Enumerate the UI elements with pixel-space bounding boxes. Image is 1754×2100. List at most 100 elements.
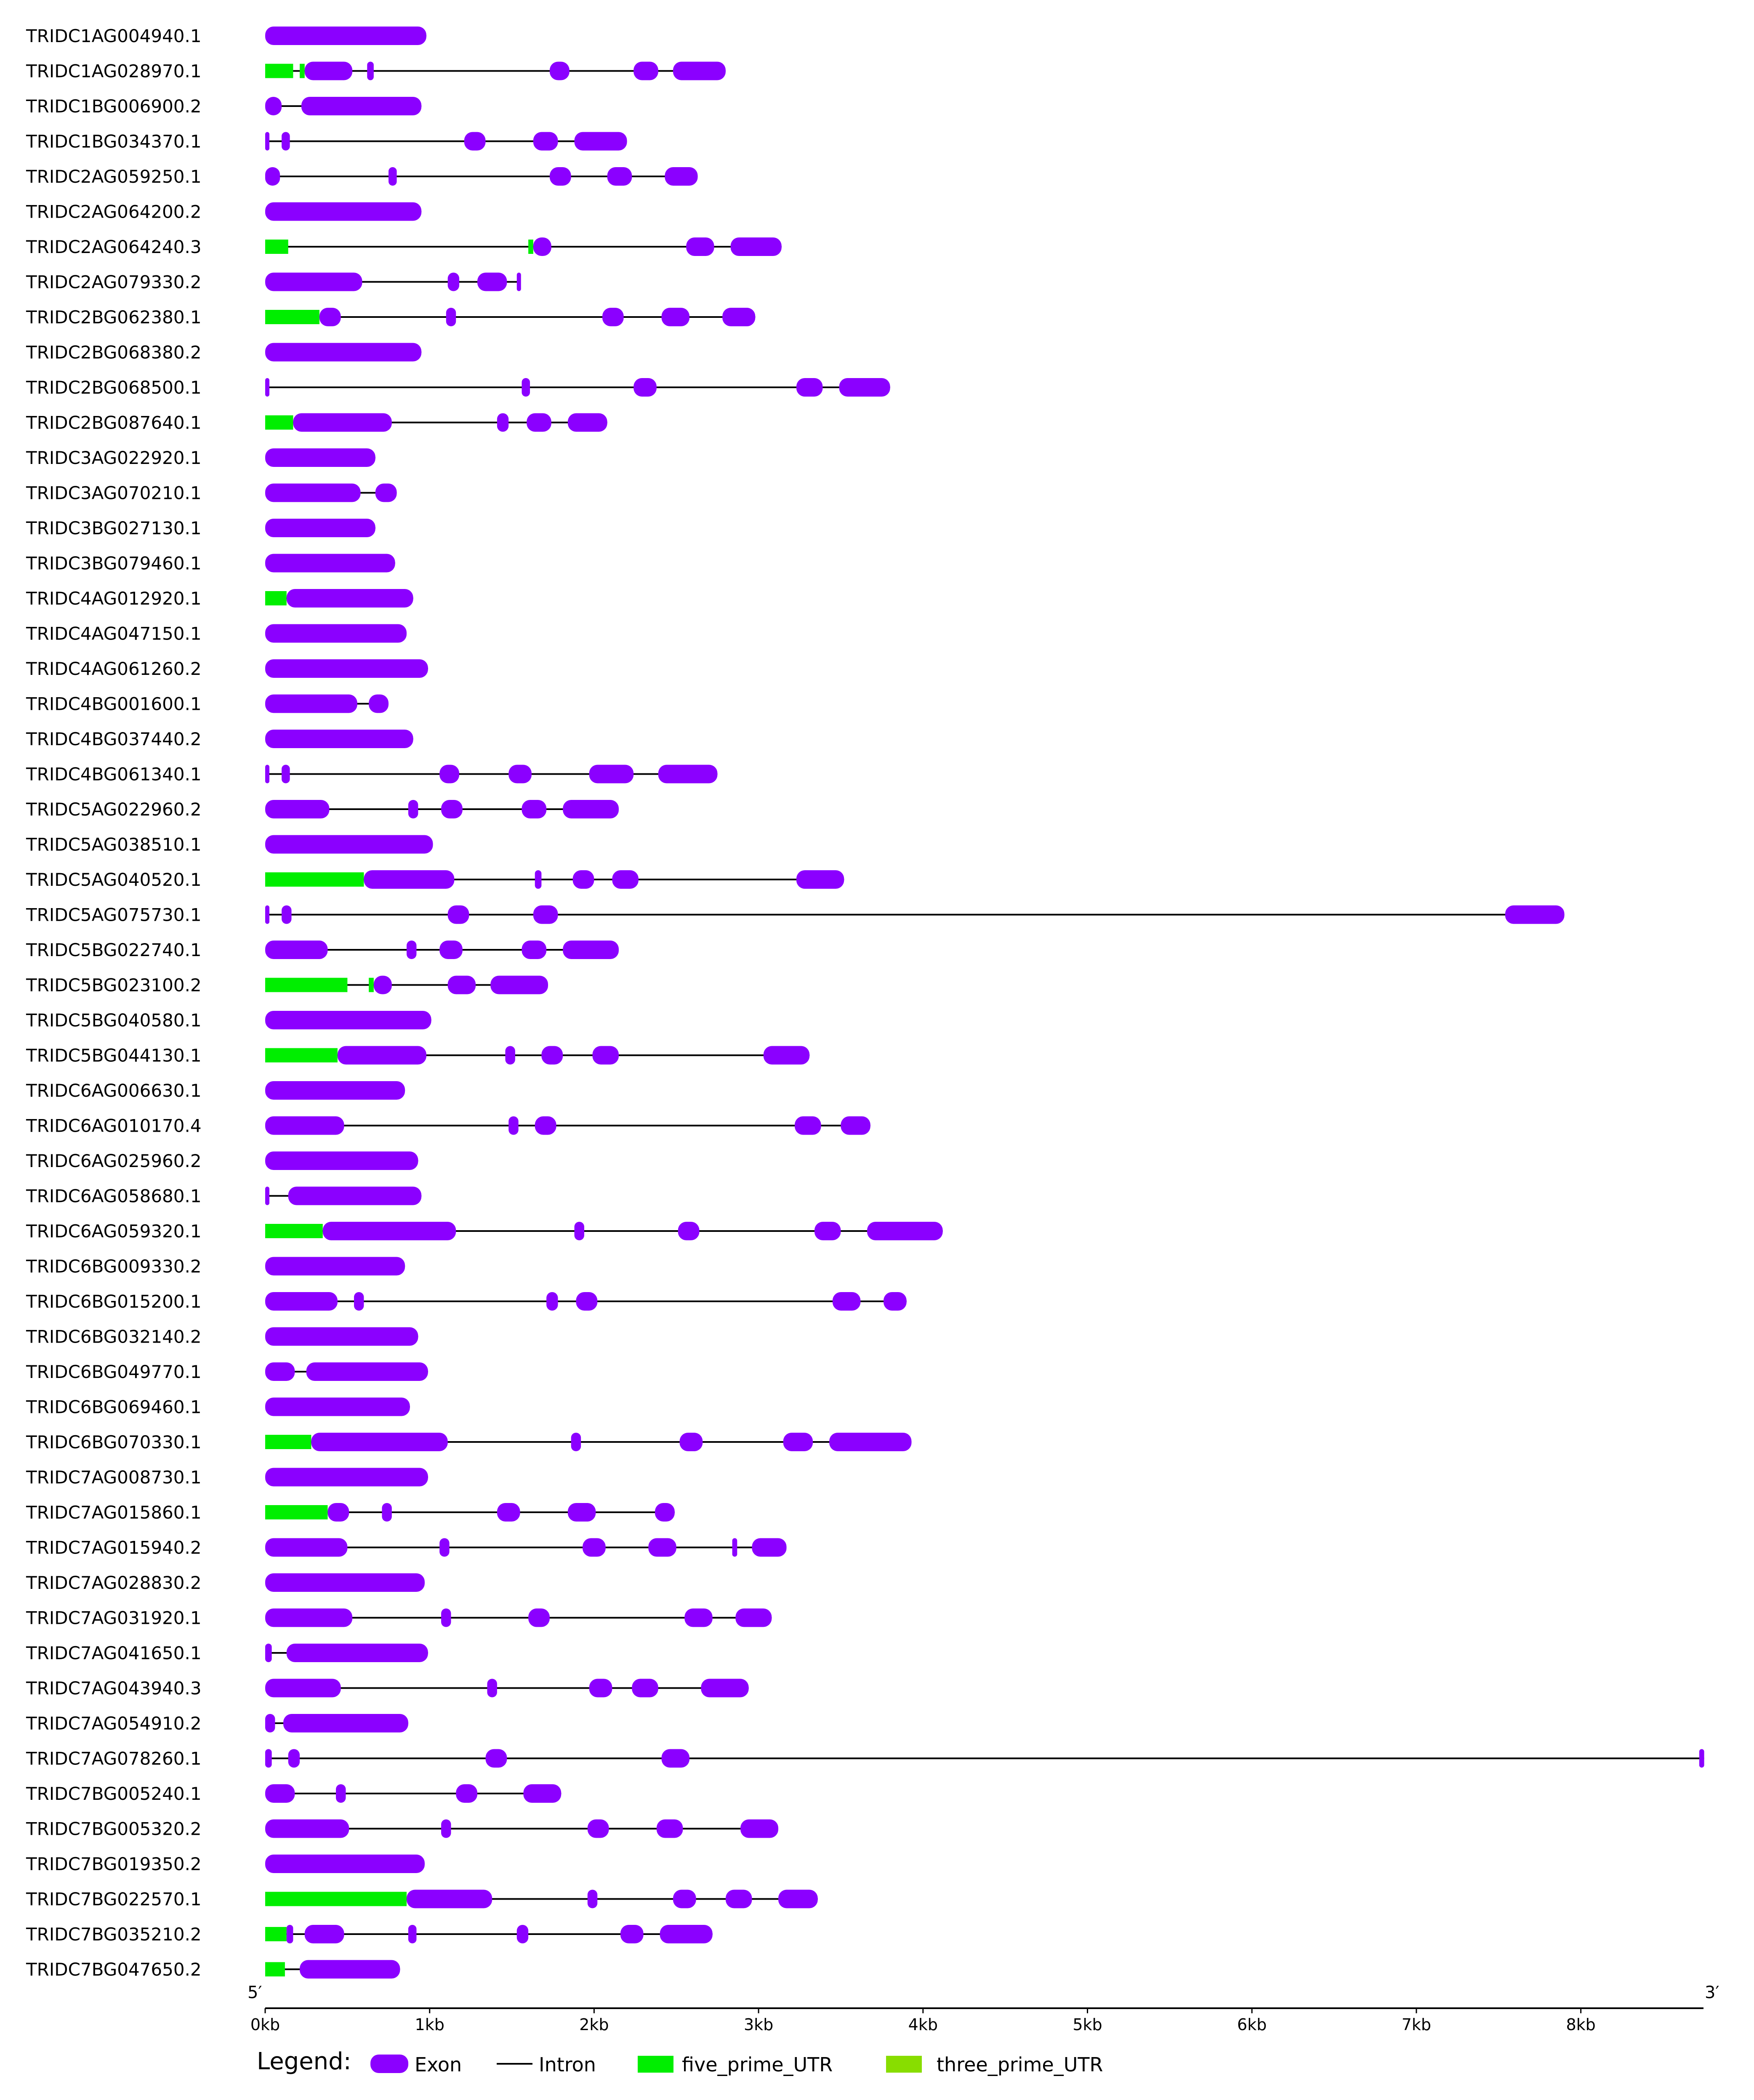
gene-label: TRIDC6BG049770.1 bbox=[26, 1362, 202, 1382]
five-prime-utr-block bbox=[265, 310, 319, 324]
exon-block bbox=[265, 448, 375, 467]
gene-label: TRIDC7BG005240.1 bbox=[26, 1783, 202, 1804]
gene-label: TRIDC4AG061260.2 bbox=[26, 658, 202, 679]
gene-track bbox=[265, 1046, 810, 1065]
exon-block bbox=[265, 1186, 269, 1205]
gene-label: TRIDC7AG078260.1 bbox=[26, 1748, 202, 1769]
exon-block bbox=[829, 1433, 912, 1451]
exon-block bbox=[286, 1925, 293, 1943]
gene-label: TRIDC5BG023100.2 bbox=[26, 975, 202, 996]
exon-block bbox=[730, 237, 782, 256]
gene-label: TRIDC2AG064240.3 bbox=[26, 237, 202, 257]
gene-label: TRIDC1AG004940.1 bbox=[26, 26, 202, 46]
gene-label: TRIDC5AG038510.1 bbox=[26, 834, 202, 855]
exon-block bbox=[265, 378, 269, 397]
exon-block bbox=[508, 765, 532, 784]
exon-block bbox=[265, 202, 422, 221]
exon-block bbox=[587, 1819, 609, 1838]
exon-block bbox=[367, 61, 374, 80]
gene-track bbox=[265, 1925, 713, 1943]
gene-label: TRIDC7AG015940.2 bbox=[26, 1538, 202, 1558]
exon-block bbox=[508, 1116, 519, 1135]
exon-block bbox=[796, 870, 844, 889]
exon-block bbox=[571, 1433, 581, 1451]
exon-block bbox=[407, 1889, 492, 1908]
exon-block bbox=[286, 1644, 428, 1662]
gene-track bbox=[265, 1116, 870, 1135]
exon-block bbox=[678, 1222, 700, 1240]
gene-track bbox=[265, 1679, 749, 1698]
exon-block bbox=[576, 1292, 598, 1311]
gene-track bbox=[265, 835, 433, 854]
gene-track bbox=[265, 975, 548, 994]
exon-block bbox=[265, 730, 413, 748]
gene-label: TRIDC4BG037440.2 bbox=[26, 729, 202, 749]
legend-exon-label: Exon bbox=[415, 2053, 462, 2076]
exon-block bbox=[288, 1186, 422, 1205]
gene-label: TRIDC1BG006900.2 bbox=[26, 96, 202, 117]
exon-block bbox=[620, 1925, 644, 1943]
exon-block bbox=[375, 483, 397, 502]
exon-block bbox=[265, 343, 422, 362]
exon-block bbox=[439, 941, 463, 959]
exon-block bbox=[265, 132, 269, 151]
gene-label: TRIDC6BG032140.2 bbox=[26, 1327, 202, 1347]
exon-block bbox=[407, 941, 417, 959]
axis-tick-label: 7kb bbox=[1402, 2015, 1431, 2034]
exon-block bbox=[523, 1784, 562, 1803]
exon-block bbox=[740, 1819, 778, 1838]
legend-intron-label: Intron bbox=[539, 2053, 596, 2076]
legend-exon-swatch bbox=[370, 2055, 408, 2073]
exon-block bbox=[265, 1608, 353, 1627]
gene-track bbox=[265, 1011, 431, 1029]
exon-block bbox=[265, 905, 269, 924]
exon-block bbox=[505, 1046, 515, 1065]
gene-label: TRIDC4BG061340.1 bbox=[26, 764, 202, 785]
gene-label: TRIDC5AG040520.1 bbox=[26, 869, 202, 890]
exon-block bbox=[322, 1222, 456, 1240]
exon-block bbox=[311, 1433, 448, 1451]
exon-block bbox=[408, 1925, 417, 1943]
exon-block bbox=[490, 975, 548, 994]
gene-label: TRIDC7AG008730.1 bbox=[26, 1467, 202, 1488]
gene-track bbox=[265, 27, 426, 45]
exon-block bbox=[337, 1046, 426, 1065]
exon-block bbox=[778, 1889, 818, 1908]
gene-label: TRIDC7AG031920.1 bbox=[26, 1608, 202, 1628]
gene-label: TRIDC6AG058680.1 bbox=[26, 1186, 202, 1207]
exon-block bbox=[265, 1362, 295, 1381]
exon-block bbox=[265, 1679, 341, 1698]
gene-track bbox=[265, 1749, 1704, 1768]
gene-track bbox=[265, 659, 428, 678]
exon-block bbox=[265, 554, 395, 573]
gene-label: TRIDC6AG059320.1 bbox=[26, 1221, 202, 1242]
exon-block bbox=[632, 1679, 658, 1698]
gene-track bbox=[265, 694, 389, 713]
gene-label: TRIDC6AG025960.2 bbox=[26, 1151, 202, 1171]
gene-label: TRIDC7AG041650.1 bbox=[26, 1643, 202, 1663]
gene-track bbox=[265, 1644, 428, 1662]
gene-label: TRIDC1BG034370.1 bbox=[26, 131, 202, 152]
exon-block bbox=[549, 167, 571, 186]
exon-block bbox=[656, 1819, 683, 1838]
gene-track bbox=[265, 1433, 912, 1451]
gene-track bbox=[265, 765, 718, 784]
gene-track bbox=[265, 1397, 410, 1416]
exon-block bbox=[439, 1538, 450, 1557]
exon-block bbox=[658, 765, 718, 784]
exon-block bbox=[265, 1292, 338, 1311]
exon-block bbox=[1699, 1749, 1704, 1768]
axis-tick-label: 8kb bbox=[1566, 2015, 1595, 2034]
gene-track bbox=[265, 1573, 425, 1592]
exon-block bbox=[265, 1784, 295, 1803]
exon-block bbox=[535, 870, 542, 889]
five-prime-utr-block bbox=[369, 978, 374, 992]
gene-label: TRIDC3AG022920.1 bbox=[26, 448, 202, 468]
exon-block bbox=[673, 1889, 696, 1908]
gene-label: TRIDC6AG006630.1 bbox=[26, 1080, 202, 1101]
gene-track bbox=[265, 1960, 400, 1979]
gene-track bbox=[265, 413, 607, 432]
axis-tick-label: 6kb bbox=[1237, 2015, 1267, 2034]
exon-block bbox=[783, 1433, 813, 1451]
exon-block bbox=[441, 800, 463, 818]
